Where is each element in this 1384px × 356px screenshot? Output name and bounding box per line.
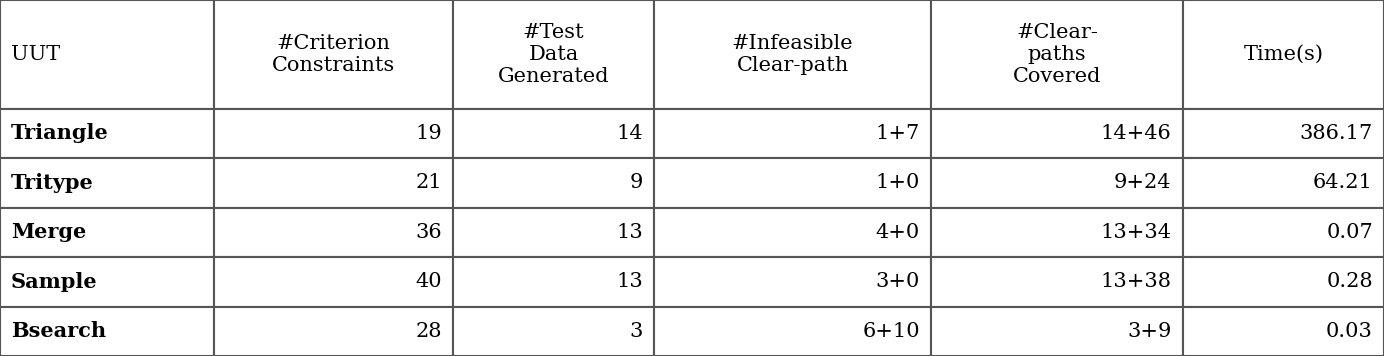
Bar	[215, 109, 453, 158]
Bar	[0, 158, 215, 208]
Bar	[453, 307, 655, 356]
Text: 0.28: 0.28	[1326, 272, 1373, 291]
Text: 19: 19	[415, 124, 441, 143]
Text: Bsearch: Bsearch	[11, 321, 107, 341]
Text: 3+9: 3+9	[1127, 322, 1172, 341]
Bar	[655, 109, 931, 158]
Text: 3: 3	[630, 322, 644, 341]
Text: 14: 14	[616, 124, 644, 143]
Text: 3+0: 3+0	[876, 272, 920, 291]
Text: 13: 13	[616, 223, 644, 242]
Bar	[655, 307, 931, 356]
Bar	[215, 307, 453, 356]
Bar	[931, 257, 1183, 307]
Bar	[655, 158, 931, 208]
Text: #Infeasible
Clear-path: #Infeasible Clear-path	[732, 34, 854, 75]
Bar	[1183, 257, 1384, 307]
Text: #Test
Data
Generated: #Test Data Generated	[498, 23, 609, 86]
Bar	[453, 109, 655, 158]
Text: 64.21: 64.21	[1313, 173, 1373, 192]
Bar	[0, 307, 215, 356]
Bar	[931, 109, 1183, 158]
Bar	[1183, 0, 1384, 109]
Bar	[931, 307, 1183, 356]
Bar	[215, 257, 453, 307]
Bar	[215, 0, 453, 109]
Text: Sample: Sample	[11, 272, 98, 292]
Text: 0.03: 0.03	[1326, 322, 1373, 341]
Bar	[215, 158, 453, 208]
Text: 13+34: 13+34	[1100, 223, 1172, 242]
Bar	[453, 0, 655, 109]
Text: Triangle: Triangle	[11, 123, 109, 143]
Text: 9+24: 9+24	[1114, 173, 1172, 192]
Text: 4+0: 4+0	[876, 223, 920, 242]
Bar	[453, 158, 655, 208]
Bar	[655, 257, 931, 307]
Bar	[655, 0, 931, 109]
Bar	[453, 208, 655, 257]
Bar	[655, 208, 931, 257]
Text: 1+7: 1+7	[876, 124, 920, 143]
Text: 36: 36	[415, 223, 441, 242]
Text: #Clear-
paths
Covered: #Clear- paths Covered	[1013, 23, 1102, 86]
Text: UUT: UUT	[11, 45, 61, 64]
Bar	[931, 208, 1183, 257]
Bar	[931, 158, 1183, 208]
Bar	[1183, 158, 1384, 208]
Bar	[0, 109, 215, 158]
Bar	[0, 208, 215, 257]
Text: 1+0: 1+0	[876, 173, 920, 192]
Bar	[0, 257, 215, 307]
Bar	[215, 208, 453, 257]
Text: 386.17: 386.17	[1300, 124, 1373, 143]
Text: 28: 28	[415, 322, 441, 341]
Text: 21: 21	[415, 173, 441, 192]
Text: Tritype: Tritype	[11, 173, 94, 193]
Text: #Criterion
Constraints: #Criterion Constraints	[271, 34, 394, 75]
Bar	[453, 257, 655, 307]
Text: Time(s): Time(s)	[1243, 45, 1323, 64]
Text: 40: 40	[415, 272, 441, 291]
Bar	[1183, 307, 1384, 356]
Text: 0.07: 0.07	[1326, 223, 1373, 242]
Bar	[1183, 208, 1384, 257]
Bar	[0, 0, 215, 109]
Text: 14+46: 14+46	[1100, 124, 1172, 143]
Text: 13: 13	[616, 272, 644, 291]
Text: Merge: Merge	[11, 222, 86, 242]
Bar	[931, 0, 1183, 109]
Text: 13+38: 13+38	[1100, 272, 1172, 291]
Text: 6+10: 6+10	[862, 322, 920, 341]
Bar	[1183, 109, 1384, 158]
Text: 9: 9	[630, 173, 644, 192]
